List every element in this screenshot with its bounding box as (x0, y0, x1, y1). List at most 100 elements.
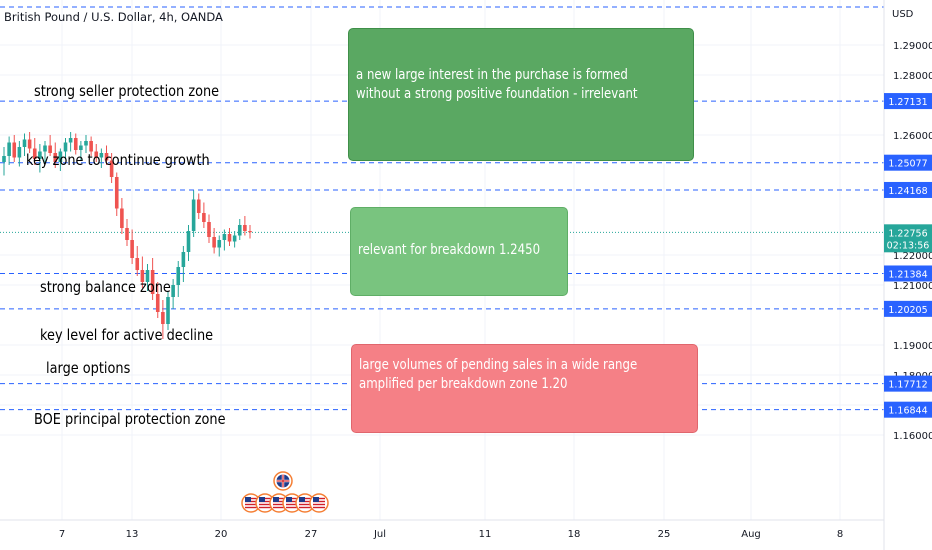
candle[interactable] (243, 216, 247, 236)
symbol-title[interactable]: British Pound / U.S. Dollar, 4h, OANDA (4, 10, 223, 24)
note-box-breakdown[interactable] (350, 207, 568, 296)
note-text-purchase-interest-line1: a new large interest in the purchase is … (356, 67, 628, 83)
candle[interactable] (125, 219, 129, 246)
level-price-badge-label: 1.17712 (888, 380, 927, 391)
level-price-badge-label: 1.20205 (888, 305, 927, 316)
candle[interactable] (109, 153, 114, 183)
level-price-badge (884, 93, 932, 110)
candle[interactable] (207, 214, 211, 244)
candle[interactable] (120, 198, 124, 234)
candle[interactable] (99, 148, 104, 169)
us-flag-icon[interactable] (295, 493, 315, 513)
candle[interactable] (53, 142, 58, 169)
candle[interactable] (73, 133, 78, 155)
price-tick-label: 1.29000 (893, 41, 932, 52)
candle[interactable] (150, 258, 155, 300)
candle[interactable] (84, 135, 88, 153)
candle[interactable] (38, 144, 42, 173)
candle[interactable] (196, 193, 201, 220)
candle[interactable] (186, 225, 191, 261)
candle[interactable] (48, 135, 52, 156)
candle[interactable] (22, 133, 27, 157)
candle[interactable] (181, 246, 186, 282)
candle[interactable] (191, 190, 196, 238)
us-flag-icon[interactable] (269, 493, 289, 513)
level-price-badge-label: 1.16844 (888, 406, 927, 417)
level-price-badge (884, 401, 932, 418)
time-tick-label: 25 (658, 529, 671, 540)
candle[interactable] (161, 300, 165, 339)
candle[interactable] (43, 141, 47, 164)
candle[interactable] (135, 246, 140, 276)
note-text-pending-sales-line2: amplified per breakdown zone 1.20 (359, 376, 568, 392)
candle[interactable] (114, 172, 119, 217)
candles[interactable] (2, 132, 252, 339)
time-tick-label: 8 (837, 529, 843, 540)
candle[interactable] (155, 282, 160, 318)
candle[interactable] (130, 229, 134, 265)
currency-label[interactable]: USD (892, 9, 914, 20)
candle[interactable] (217, 235, 222, 257)
candle[interactable] (17, 141, 22, 167)
note-box-purchase-interest[interactable] (348, 28, 694, 161)
candle[interactable] (32, 138, 37, 165)
level-price-badge (884, 154, 932, 171)
candle[interactable] (94, 144, 99, 162)
candle[interactable] (68, 132, 73, 152)
note-box-pending-sales[interactable] (351, 344, 698, 433)
time-tick-label: 7 (59, 529, 65, 540)
candle[interactable] (140, 256, 145, 289)
current-price-badge (884, 224, 932, 253)
candle[interactable] (58, 148, 63, 172)
candle[interactable] (89, 136, 93, 157)
candle[interactable] (222, 229, 227, 251)
price-tick-label: 1.28000 (893, 71, 932, 82)
us-flag-icon[interactable] (255, 493, 275, 513)
note-text-breakdown: relevant for breakdown 1.2450 (358, 242, 541, 258)
candle[interactable] (232, 231, 237, 248)
candle[interactable] (176, 261, 181, 297)
candle[interactable] (79, 141, 83, 161)
uk-flag-icon[interactable] (273, 471, 293, 491)
level-price-badge-label: 1.25077 (888, 159, 927, 170)
price-tick-label: 1.22000 (893, 251, 932, 262)
time-tick-label: Aug (741, 529, 761, 540)
level-price-badge-label: 1.21384 (888, 269, 927, 280)
candle[interactable] (212, 228, 216, 254)
time-axis[interactable]: 7 13 20 27 Jul 11 18 25 Aug 8 (59, 529, 843, 540)
us-flag-icon[interactable] (241, 493, 261, 513)
time-tick-label: 13 (126, 529, 139, 540)
bar-countdown-label: 02:13:56 (887, 240, 930, 251)
event-badges[interactable] (241, 471, 329, 513)
zone-label-large-options: large options (46, 359, 131, 377)
candle[interactable] (227, 228, 232, 246)
current-price-label: 1.22756 (888, 228, 927, 239)
level-price-badge (884, 181, 932, 198)
candle[interactable] (145, 264, 150, 291)
candle[interactable] (237, 219, 242, 240)
zone-label-balance: strong balance zone (40, 278, 171, 296)
level-price-badge-label: 1.24168 (888, 186, 927, 197)
candle[interactable] (27, 132, 32, 153)
candle[interactable] (12, 135, 17, 162)
zone-label-active-decline: key level for active decline (40, 326, 214, 344)
candle[interactable] (104, 145, 109, 166)
level-price-badge (884, 375, 932, 392)
note-text-purchase-interest-line2: without a strong positive foundation - i… (356, 86, 638, 102)
zone-label-continue-growth: key zone to continue growth (26, 151, 210, 169)
time-tick-label: 27 (305, 529, 318, 540)
candle[interactable] (2, 147, 6, 176)
candle[interactable] (166, 291, 170, 330)
zone-label-seller-protection: strong seller protection zone (34, 82, 220, 100)
candle[interactable] (248, 225, 252, 239)
candle[interactable] (7, 136, 11, 166)
time-tick-label: 18 (568, 529, 581, 540)
us-flag-icon[interactable] (309, 493, 329, 513)
price-tick-label: 1.16000 (893, 431, 932, 442)
candle[interactable] (63, 138, 68, 159)
note-text-pending-sales-line1: large volumes of pending sales in a wide… (359, 357, 638, 373)
zone-label-boe-protection: BOE principal protection zone (34, 410, 226, 428)
candle[interactable] (202, 202, 206, 229)
price-tick-label: 1.21000 (893, 281, 932, 292)
candle[interactable] (171, 279, 175, 309)
